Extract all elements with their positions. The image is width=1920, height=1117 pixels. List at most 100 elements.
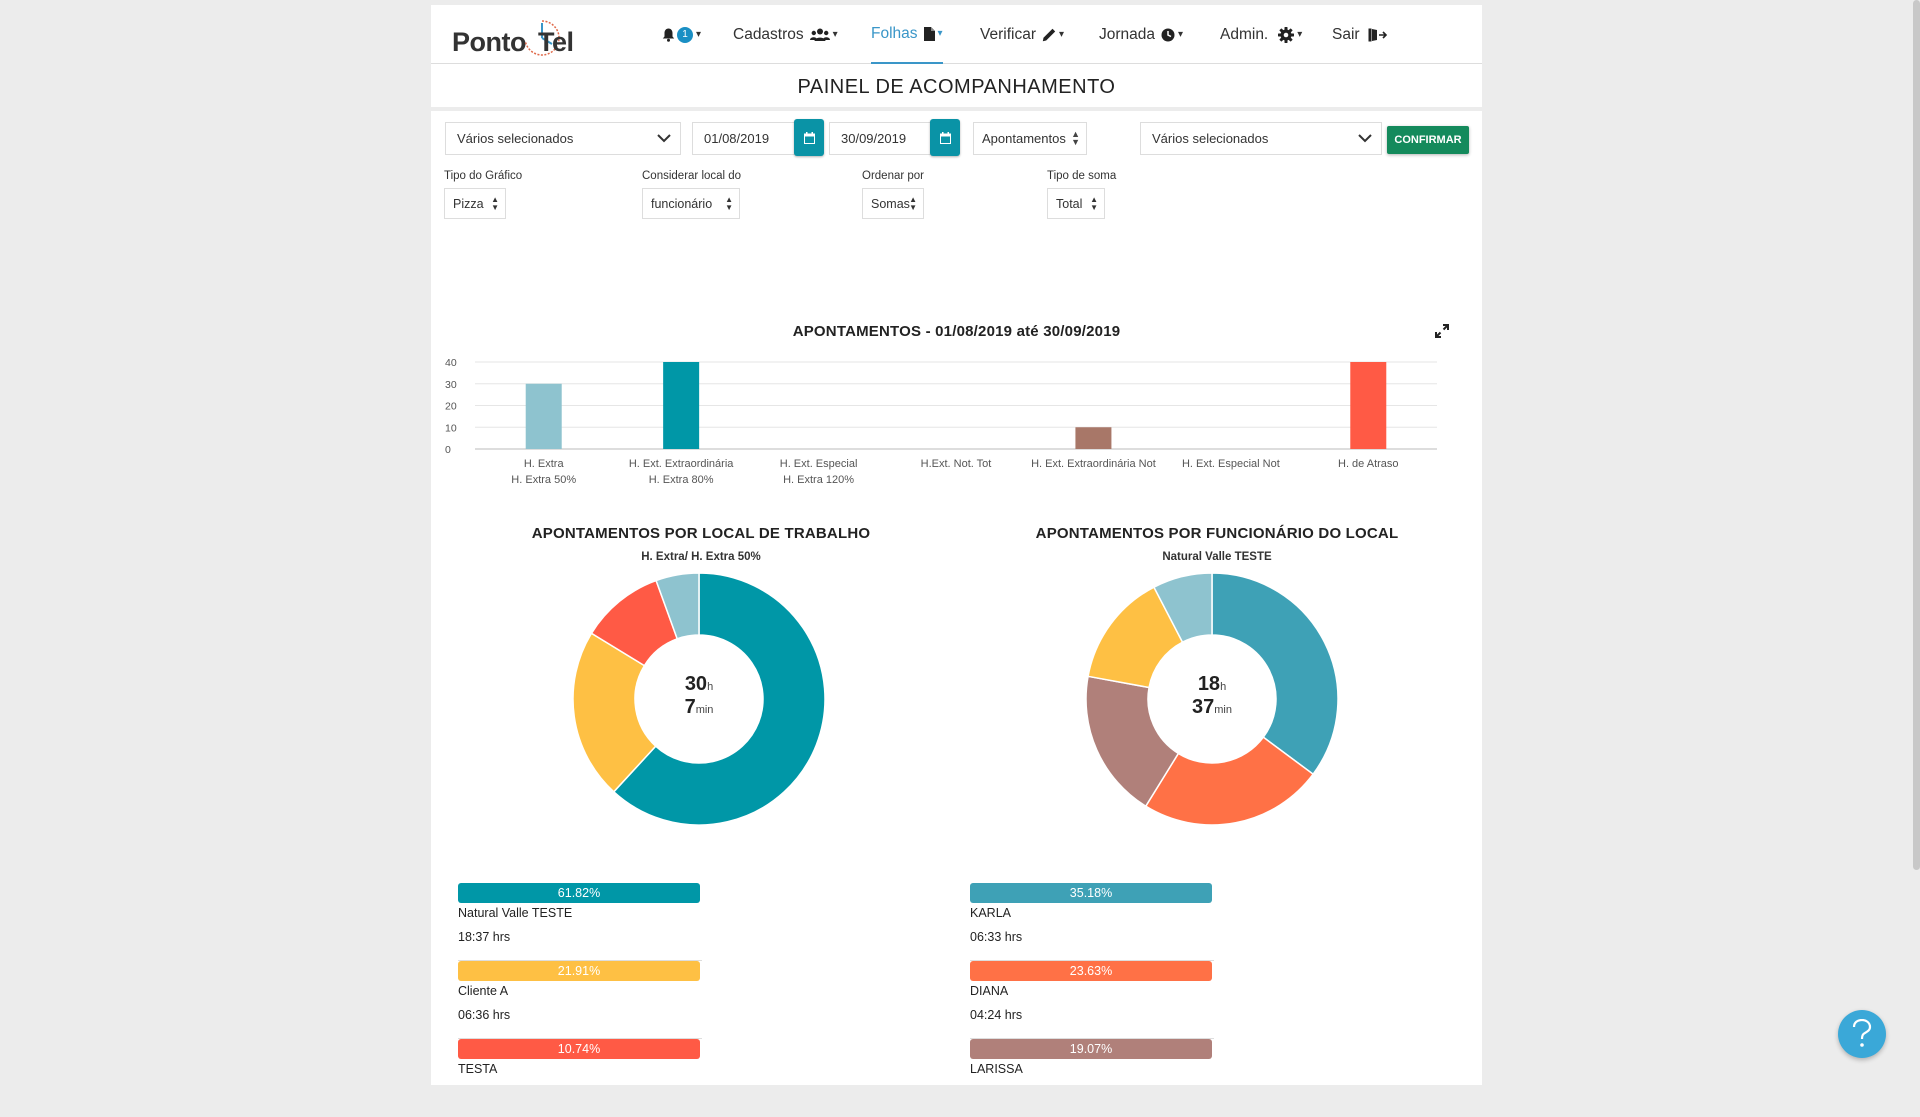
nav-sair[interactable]: Sair — [1332, 5, 1388, 64]
nav-label: Verificar — [980, 25, 1036, 43]
legend-name: Cliente A — [458, 984, 509, 998]
donut-funcionario-title: APONTAMENTOS POR FUNCIONÁRIO DO LOCAL — [1035, 525, 1399, 542]
notification-badge: 1 — [677, 26, 693, 43]
nav-cadastros[interactable]: Cadastros ▾ — [733, 5, 838, 64]
legend-hours: 18:37 hrs — [458, 930, 511, 944]
help-button[interactable] — [1838, 1010, 1886, 1058]
percent-bar: 35.18% — [970, 883, 1212, 903]
chevron-down-icon — [1358, 134, 1372, 143]
bar[interactable] — [663, 362, 700, 449]
bar-chart-title: APONTAMENTOS - 01/08/2019 até 30/09/2019 — [792, 323, 1121, 340]
percent-bar: 19.07% — [970, 1039, 1212, 1059]
nav-admin[interactable]: Admin. ▾ — [1220, 5, 1302, 64]
legend-item[interactable]: 23.63% DIANA 04:24 hrs — [970, 961, 1214, 1039]
locais-select[interactable]: Vários selecionados — [445, 122, 681, 155]
legend-hours: 04:24 hrs — [970, 1008, 1023, 1022]
y-tick-label: 30 — [445, 379, 457, 391]
legend-name: Natural Valle TESTE — [458, 906, 573, 920]
donut-slice[interactable] — [572, 632, 657, 793]
donut-funcionario-chart — [1085, 572, 1339, 826]
date-to-input[interactable]: 30/09/2019 — [829, 122, 941, 155]
donut-slice[interactable] — [1144, 736, 1315, 826]
tipo-select[interactable]: Apontamentos ▲ ▼ — [973, 122, 1087, 155]
legend-item[interactable]: 21.91% Cliente A 06:36 hrs — [458, 961, 702, 1039]
date-from-value: 01/08/2019 — [704, 131, 770, 146]
sort-arrows-icon: ▲ ▼ — [1071, 129, 1080, 147]
legend-item[interactable]: 61.82% Natural Valle TESTE 18:37 hrs — [458, 883, 702, 961]
tipo-soma-value: Total — [1056, 196, 1083, 211]
logo-text-right: Tel — [538, 27, 574, 57]
notifications-menu[interactable]: 1 ▾ — [662, 5, 701, 64]
nav-folhas[interactable]: Folhas ▾ — [871, 5, 943, 64]
nav-verificar[interactable]: Verificar ▾ — [980, 5, 1064, 64]
confirm-button[interactable]: CONFIRMAR — [1387, 126, 1469, 154]
sort-arrows-icon: ▲ ▼ — [491, 195, 499, 212]
bell-icon — [662, 28, 675, 42]
total-hours: 30 — [684, 673, 708, 695]
chevron-down-icon: ▾ — [696, 29, 702, 40]
logout-icon — [1368, 28, 1387, 41]
y-tick-label: 20 — [445, 401, 457, 413]
donut-funcionario-total: 18h 37min — [1162, 673, 1262, 719]
calendar-icon — [803, 131, 815, 144]
page-scrollbar[interactable] — [1913, 0, 1920, 870]
bar-chart: 0 10 20 30 40 H. Extra H. Extra 50% H. Ext. Ext… — [445, 357, 1437, 486]
nav-label: Jornada — [1099, 25, 1156, 43]
donut-slice[interactable] — [1085, 675, 1180, 808]
tipo-grafico-select[interactable]: Pizza ▲ ▼ — [444, 188, 506, 219]
file-icon — [923, 26, 935, 41]
minutes-unit: min — [1214, 704, 1232, 716]
percent-bar: 23.63% — [970, 961, 1212, 981]
total-hours: 18 — [1197, 673, 1221, 695]
considerar-local-select[interactable]: funcionário ▲ ▼ — [642, 188, 740, 219]
expand-icon[interactable] — [1434, 323, 1450, 339]
logo[interactable]: Ponto Tel — [452, 13, 574, 59]
calendar-icon — [939, 131, 951, 144]
date-to-calendar-button[interactable] — [930, 119, 960, 156]
nav-label: Sair — [1332, 25, 1360, 43]
donut-slice[interactable] — [612, 572, 826, 826]
legend-item[interactable]: 19.07% LARISSA — [970, 1039, 1214, 1117]
ordenar-por-select[interactable]: Somas ▲ ▼ — [862, 188, 924, 219]
logo-text-left: Ponto — [452, 27, 526, 57]
donut-funcionario-subtitle: Natural Valle TESTE — [1162, 551, 1272, 563]
donut-local-chart — [572, 572, 826, 826]
legend-hours: 06:33 hrs — [970, 930, 1023, 944]
donut-slice[interactable] — [1211, 572, 1339, 776]
chevron-down-icon: ▾ — [832, 29, 838, 40]
donut-slice[interactable] — [655, 572, 700, 640]
legend-name: DIANA — [970, 984, 1009, 998]
legend-item[interactable]: 35.18% KARLA 06:33 hrs — [970, 883, 1214, 961]
tipo-soma-select[interactable]: Total ▲ ▼ — [1047, 188, 1105, 219]
tipo-grafico-value: Pizza — [453, 196, 484, 211]
x-tick-label: H. Ext. Extraordinária Not — [1031, 458, 1156, 470]
nav-jornada[interactable]: Jornada ▾ — [1099, 5, 1183, 64]
tipo-grafico-label: Tipo do Gráfico — [444, 170, 523, 182]
legend-item[interactable]: 10.74% TESTA — [458, 1039, 702, 1117]
bar[interactable] — [1075, 427, 1112, 449]
percent-bar: 61.82% — [458, 883, 700, 903]
main-card: Ponto Tel 1 ▾ Cadastros ▾ — [431, 5, 1482, 1085]
tipo-select-value: Apontamentos — [982, 131, 1066, 146]
chevron-down-icon: ▾ — [1059, 29, 1065, 40]
sort-arrows-icon: ▲ ▼ — [909, 195, 917, 212]
ordenar-por-value: Somas — [871, 196, 910, 211]
date-from-calendar-button[interactable] — [794, 119, 824, 156]
y-tick-label: 40 — [445, 357, 457, 369]
users-icon — [809, 28, 830, 41]
hours-unit: h — [707, 681, 714, 693]
bar[interactable] — [1350, 362, 1387, 449]
x-tick-label: H. Ext. Especial — [780, 458, 858, 470]
funcionarios-select[interactable]: Vários selecionados — [1140, 122, 1382, 155]
donut-slice[interactable] — [1152, 572, 1213, 644]
nav-label: Folhas — [871, 24, 918, 42]
pencil-icon — [1042, 28, 1056, 41]
bar[interactable] — [525, 383, 562, 449]
x-tick-label: H. Extra 120% — [783, 474, 854, 486]
x-tick-label: H. Extra — [524, 458, 565, 470]
hours-unit: h — [1220, 681, 1227, 693]
nav-label: Cadastros — [733, 25, 804, 43]
ordenar-por-label: Ordenar por — [862, 170, 925, 182]
date-from-input[interactable]: 01/08/2019 — [692, 122, 804, 155]
chevron-down-icon: ▾ — [1297, 29, 1303, 40]
